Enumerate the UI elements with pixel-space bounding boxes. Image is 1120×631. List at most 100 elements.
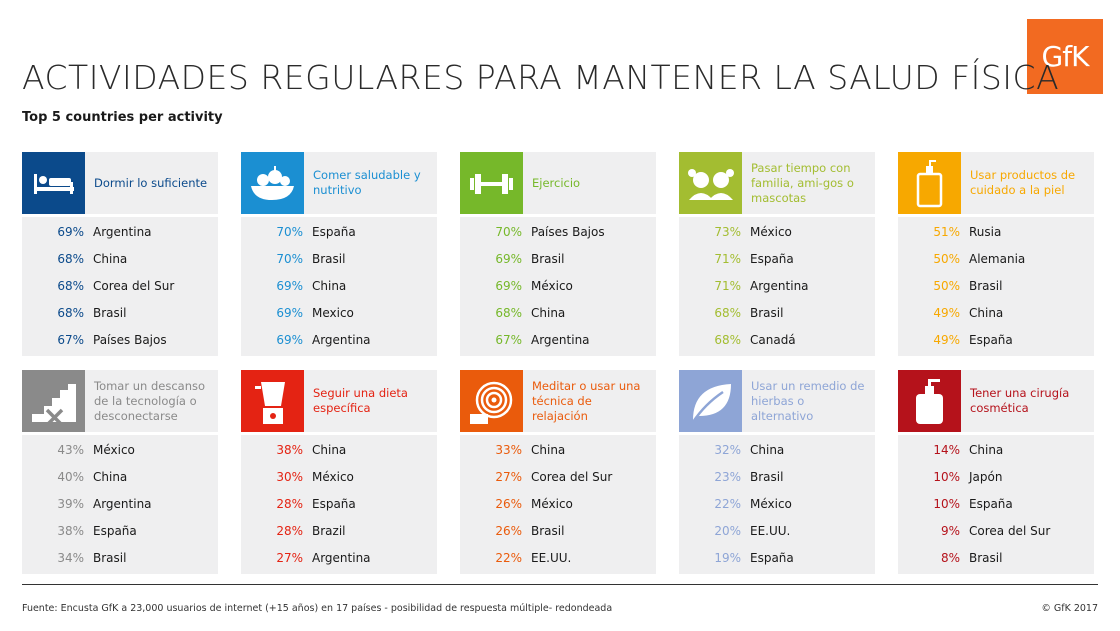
activity-header: Seguir una dieta específica	[241, 370, 437, 432]
blender-icon	[241, 370, 304, 432]
percent-value: 22%	[495, 551, 522, 565]
card-divider	[460, 214, 656, 217]
country-row: 67% Países Bajos	[22, 333, 218, 353]
country-row: 23% Brasil	[679, 470, 875, 490]
country-row: 70% España	[241, 225, 437, 245]
activity-label: Ejercicio	[532, 175, 581, 190]
activity-header: Tomar un descanso de la tecnología o des…	[22, 370, 218, 432]
country-row: 40% China	[22, 470, 218, 490]
country-row: 20% EE.UU.	[679, 524, 875, 544]
country-name: Brasil	[750, 306, 784, 320]
percent-value: 10%	[933, 497, 960, 511]
percent-value: 71%	[714, 252, 741, 266]
activity-label: Tomar un descanso de la tecnología o des…	[94, 378, 206, 423]
country-name: China	[312, 443, 347, 457]
country-name: Brasil	[750, 470, 784, 484]
country-row: 50% Brasil	[898, 279, 1094, 299]
percent-value: 69%	[495, 252, 522, 266]
country-row: 69% México	[460, 279, 656, 299]
country-name: China	[93, 470, 128, 484]
activity-label: Comer saludable y nutritivo	[313, 168, 421, 197]
country-row: 49% España	[898, 333, 1094, 353]
country-name: EE.UU.	[531, 551, 572, 565]
country-row: 68% Brasil	[22, 306, 218, 326]
percent-value: 22%	[714, 497, 741, 511]
country-row: 19% España	[679, 551, 875, 571]
country-row: 10% Japón	[898, 470, 1094, 490]
country-name: Argentina	[312, 551, 371, 565]
country-row: 28% España	[241, 497, 437, 517]
country-row: 69% Brasil	[460, 252, 656, 272]
percent-value: 69%	[57, 225, 84, 239]
percent-value: 26%	[495, 497, 522, 511]
percent-value: 27%	[276, 551, 303, 565]
country-name: México	[750, 497, 792, 511]
activity-label: Dormir lo suficiente	[94, 175, 208, 190]
country-row: 39% Argentina	[22, 497, 218, 517]
country-row: 71% España	[679, 252, 875, 272]
country-name: España	[312, 225, 356, 239]
activity-card: Pasar tiempo con familia, ami-gos o masc…	[679, 152, 875, 356]
dumbbell-icon	[460, 152, 523, 214]
card-divider	[460, 432, 656, 435]
percent-value: 50%	[933, 252, 960, 266]
country-name: Brasil	[93, 551, 127, 565]
country-name: Argentina	[750, 279, 809, 293]
percent-value: 28%	[276, 497, 303, 511]
country-row: 38% China	[241, 443, 437, 463]
country-name: China	[312, 279, 347, 293]
percent-value: 68%	[714, 306, 741, 320]
country-row: 70% Brasil	[241, 252, 437, 272]
percent-value: 19%	[714, 551, 741, 565]
country-name: Brazil	[312, 524, 346, 538]
percent-value: 68%	[495, 306, 522, 320]
country-name: Alemania	[969, 252, 1026, 266]
country-row: 27% Argentina	[241, 551, 437, 571]
percent-value: 73%	[714, 225, 741, 239]
country-name: Brasil	[93, 306, 127, 320]
percent-value: 28%	[276, 524, 303, 538]
country-name: Brasil	[531, 252, 565, 266]
card-divider	[22, 214, 218, 217]
country-row: 70% Países Bajos	[460, 225, 656, 245]
country-row: 33% China	[460, 443, 656, 463]
activity-header: Usar productos de cuidado a la piel	[898, 152, 1094, 214]
activity-card: Tomar un descanso de la tecnología o des…	[22, 370, 218, 574]
country-name: China	[969, 306, 1004, 320]
activity-header: Tener una cirugía cosmética	[898, 370, 1094, 432]
percent-value: 71%	[714, 279, 741, 293]
country-name: Corea del Sur	[531, 470, 613, 484]
country-name: China	[531, 306, 566, 320]
country-row: 9% Corea del Sur	[898, 524, 1094, 544]
country-row: 68% China	[460, 306, 656, 326]
percent-value: 69%	[276, 333, 303, 347]
country-name: México	[312, 470, 354, 484]
percent-value: 69%	[276, 279, 303, 293]
percent-value: 40%	[57, 470, 84, 484]
country-name: China	[969, 443, 1004, 457]
country-name: México	[531, 497, 573, 511]
percent-value: 27%	[495, 470, 522, 484]
country-row: 8% Brasil	[898, 551, 1094, 571]
gfk-logo: GfK	[1027, 19, 1103, 94]
activity-label: Tener una cirugía cosmética	[970, 386, 1070, 415]
percent-value: 10%	[933, 470, 960, 484]
skincare-bottle-icon	[898, 152, 961, 214]
percent-value: 20%	[714, 524, 741, 538]
country-row: 68% Brasil	[679, 306, 875, 326]
activity-card: Meditar o usar una técnica de relajación…	[460, 370, 656, 574]
bed-icon	[22, 152, 85, 214]
percent-value: 70%	[276, 225, 303, 239]
percent-value: 38%	[276, 443, 303, 457]
country-row: 14% China	[898, 443, 1094, 463]
country-row: 26% México	[460, 497, 656, 517]
country-row: 34% Brasil	[22, 551, 218, 571]
percent-value: 69%	[495, 279, 522, 293]
activity-header: Pasar tiempo con familia, ami-gos o masc…	[679, 152, 875, 214]
percent-value: 26%	[495, 524, 522, 538]
spiral-icon	[460, 370, 523, 432]
percent-value: 67%	[495, 333, 522, 347]
country-name: China	[531, 443, 566, 457]
activity-card: Tener una cirugía cosmética 14% China 10% Ja…	[898, 370, 1094, 574]
activity-card: Usar productos de cuidado a la piel 51% Ru…	[898, 152, 1094, 356]
